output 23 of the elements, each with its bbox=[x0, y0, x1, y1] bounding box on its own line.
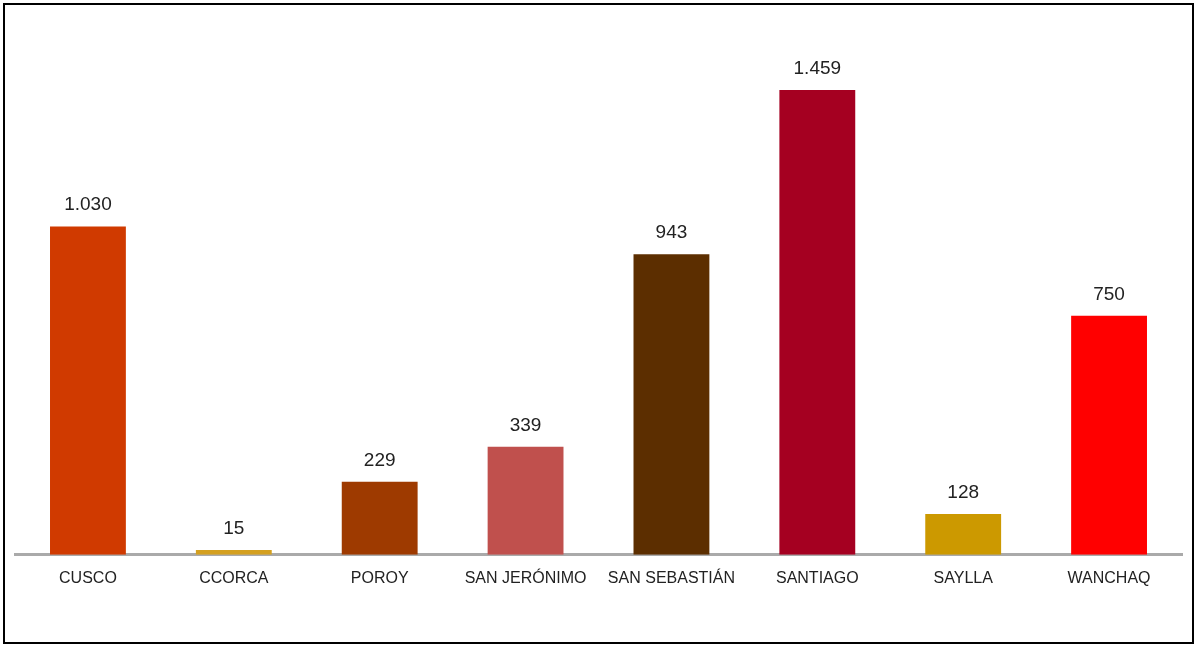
bar bbox=[925, 514, 1002, 555]
x-tick-label: SAN JERÓNIMO bbox=[464, 567, 587, 586]
data-label: 1.459 bbox=[793, 56, 842, 78]
bar bbox=[633, 254, 710, 555]
bar bbox=[487, 446, 564, 555]
data-label: 750 bbox=[1093, 282, 1125, 304]
data-label: 128 bbox=[947, 480, 980, 502]
x-tick-label: SAN SEBASTIÁN bbox=[607, 567, 736, 586]
data-label: 339 bbox=[509, 413, 542, 435]
x-tick-label: CCORCA bbox=[199, 568, 269, 586]
data-label: 943 bbox=[655, 221, 688, 243]
bar bbox=[341, 481, 418, 555]
data-label: 15 bbox=[223, 516, 245, 538]
data-label: 1.030 bbox=[64, 193, 112, 215]
x-tick-label: POROY bbox=[350, 568, 409, 586]
bar bbox=[50, 226, 126, 555]
bar bbox=[1071, 315, 1147, 555]
data-label: 229 bbox=[363, 448, 396, 470]
x-tick-label: CUSCO bbox=[59, 568, 117, 586]
x-tick-label: SAYLLA bbox=[933, 568, 994, 586]
x-tick-label: WANCHAQ bbox=[1067, 568, 1151, 586]
x-tick-label: SANTIAGO bbox=[775, 568, 859, 586]
bar bbox=[779, 89, 856, 555]
